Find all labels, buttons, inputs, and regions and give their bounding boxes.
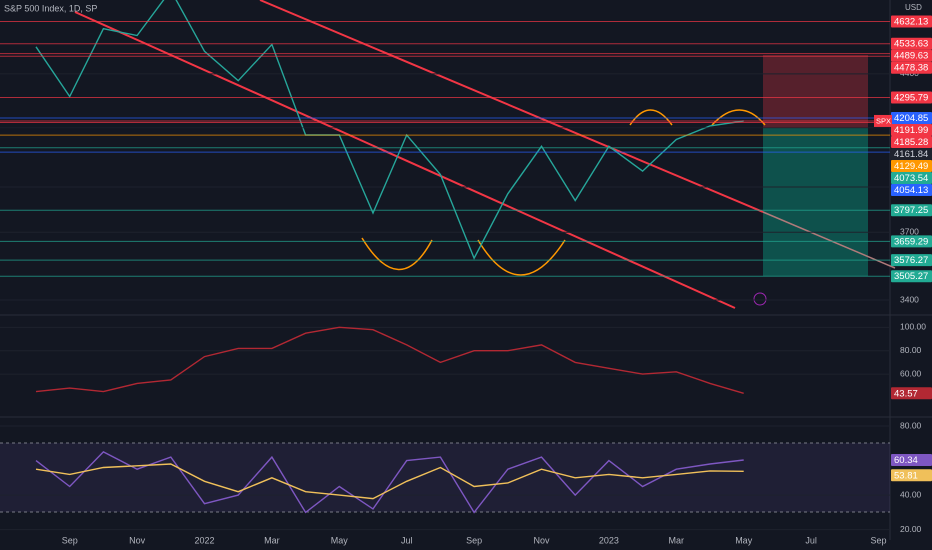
- price-tag-label: 4533.63: [894, 39, 928, 50]
- price-tag-label: 3505.27: [894, 271, 928, 282]
- price-tag-label: 60.34: [894, 455, 918, 466]
- series-line: [35, 463, 744, 500]
- price-tag: [891, 172, 932, 185]
- price-tag-label: 3659.29: [894, 236, 928, 247]
- plot: [35, 451, 744, 514]
- price-tag: [891, 270, 932, 283]
- x-tick-label: May: [735, 535, 753, 545]
- price-tag: [891, 184, 932, 197]
- price-tag-label: 4129.49: [894, 161, 928, 172]
- y-tick-label: 3400: [900, 294, 919, 304]
- price-tag: [891, 204, 932, 217]
- y-tick-label: 80.00: [900, 345, 922, 355]
- y-tick-label: 3700: [900, 226, 919, 236]
- price-tag-label: 3576.27: [894, 255, 928, 266]
- y-tick-label: 20.00: [900, 524, 922, 534]
- price-tag: [891, 469, 932, 482]
- y-tick-label: 80.00: [900, 420, 922, 430]
- rsi-band: [0, 443, 890, 512]
- price-tag-label: 3797.25: [894, 205, 928, 216]
- price-tag: [891, 61, 932, 74]
- price-tag-label: 4489.63: [894, 51, 928, 62]
- channel-line-ext: [762, 211, 896, 269]
- x-tick-label: 2022: [194, 535, 214, 545]
- short-zone: [763, 55, 868, 128]
- x-tick-label: Jul: [401, 535, 413, 545]
- price-tag-label: 4632.13: [894, 16, 928, 27]
- x-tick-label: Jul: [805, 535, 817, 545]
- symbol-tag: [874, 114, 892, 127]
- price-tag-label: 4478.38: [894, 63, 928, 74]
- pattern-arc: [361, 237, 433, 271]
- price-tag-label: 4295.79: [894, 93, 928, 104]
- price-tag-label: 4191.99: [894, 125, 928, 136]
- price-tag-label: 4204.85: [894, 113, 928, 124]
- x-tick-label: Sep: [466, 535, 482, 545]
- price-tag: [891, 37, 932, 50]
- x-tick-label: Mar: [669, 535, 685, 545]
- currency: USD: [905, 3, 922, 12]
- price-tag: [891, 15, 932, 28]
- x-tick-label: Mar: [264, 535, 280, 545]
- price-tag: [891, 112, 932, 125]
- price-tag: [891, 136, 932, 149]
- series-line: [35, 451, 744, 514]
- channel-line: [74, 11, 736, 309]
- price-tag: [891, 160, 932, 173]
- x-tick-label: Nov: [533, 535, 550, 545]
- long-zone: [763, 128, 868, 276]
- price-tag-label: 4054.13: [894, 185, 928, 196]
- plot: [35, 0, 744, 260]
- price-tag: [891, 124, 932, 137]
- price-tag: [891, 235, 932, 248]
- x-tick-label: Nov: [129, 535, 146, 545]
- x-tick-label: 2023: [599, 535, 619, 545]
- x-tick-label: May: [331, 535, 349, 545]
- price-tag-label: 4073.54: [894, 173, 928, 184]
- price-tag-label: 4185.28: [894, 137, 928, 148]
- price-tag: [891, 387, 932, 400]
- x-tick-label: Sep: [870, 535, 886, 545]
- price-tag-label: 53.81: [894, 470, 918, 481]
- price-tag: [891, 148, 932, 161]
- pattern-arc: [477, 239, 566, 276]
- series-line: [35, 326, 744, 394]
- pattern-arc: [711, 109, 766, 126]
- y-tick-label: 60.00: [900, 368, 922, 378]
- price-tag: [891, 453, 932, 466]
- chart-title: S&P 500 Index, 1D, SP: [4, 3, 97, 13]
- series-line: [35, 0, 744, 260]
- symbol-label: SPX: [876, 116, 891, 125]
- price-tag: [891, 91, 932, 104]
- price-tag: [891, 49, 932, 62]
- x-tick-label: Sep: [62, 535, 78, 545]
- y-tick-label: 40.00: [900, 489, 922, 499]
- price-tag-label: 4161.84: [894, 149, 928, 160]
- channel-line: [259, 0, 764, 213]
- price-tag-label: 43.57: [894, 388, 918, 399]
- price-tag: [891, 254, 932, 267]
- alert-icon[interactable]: [753, 292, 767, 306]
- plot: [35, 326, 744, 394]
- y-tick-label: 100.00: [900, 322, 926, 332]
